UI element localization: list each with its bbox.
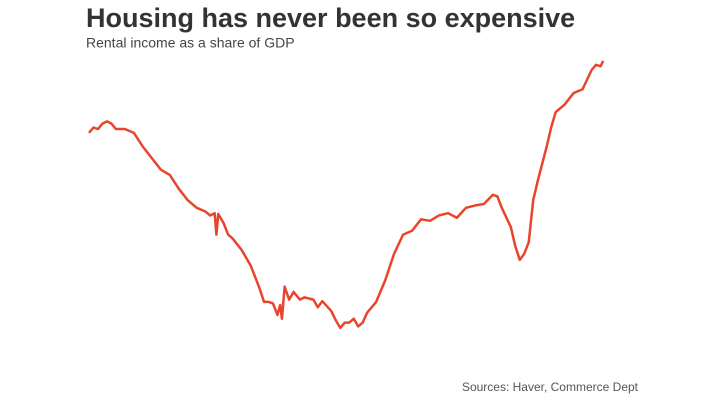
line <box>88 60 605 330</box>
chart-title: Housing has never been so expensive <box>86 3 575 33</box>
chart-subtitle: Rental income as a share of GDP <box>86 35 295 51</box>
source: Sources: Haver, Commerce Dept <box>462 380 639 394</box>
